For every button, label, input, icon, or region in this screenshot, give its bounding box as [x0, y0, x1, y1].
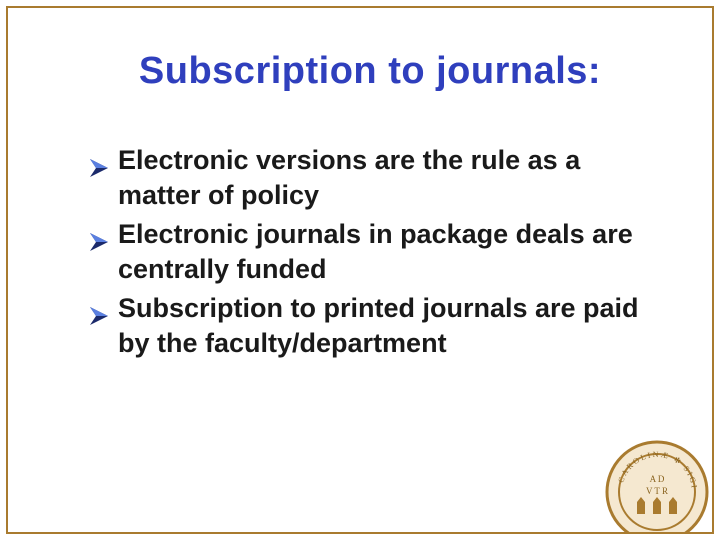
- arrow-icon: [90, 151, 108, 169]
- arrow-icon: [90, 299, 108, 317]
- arrow-icon: [90, 225, 108, 243]
- bullet-item: Electronic journals in package deals are…: [90, 217, 660, 287]
- slide-title: Subscription to journals:: [80, 50, 660, 93]
- bullet-list: Electronic versions are the rule as a ma…: [80, 143, 660, 362]
- bullet-text: Electronic journals in package deals are…: [118, 219, 633, 284]
- bullet-item: Subscription to printed journals are pai…: [90, 291, 660, 361]
- university-seal-icon: CAROLINÆ ✻ SIGIL A D V T R: [602, 422, 712, 532]
- svg-text:V T R: V T R: [646, 486, 668, 496]
- bullet-item: Electronic versions are the rule as a ma…: [90, 143, 660, 213]
- bullet-text: Subscription to printed journals are pai…: [118, 293, 639, 358]
- svg-text:A D: A D: [650, 474, 665, 484]
- bullet-text: Electronic versions are the rule as a ma…: [118, 145, 580, 210]
- slide-content: Subscription to journals: Electronic ver…: [0, 0, 720, 366]
